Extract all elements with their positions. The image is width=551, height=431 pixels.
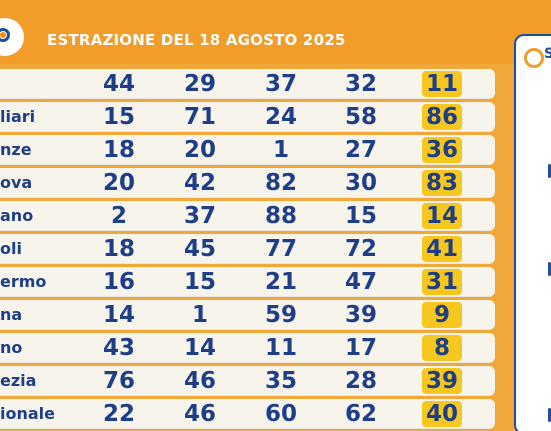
number-5-highlighted: 8 xyxy=(422,335,462,361)
number-5-highlighted: 86 xyxy=(422,104,462,130)
city-name: oli xyxy=(0,239,22,258)
number-1: 2 xyxy=(110,203,127,229)
number-4: 47 xyxy=(344,269,377,295)
side-mark-icon xyxy=(548,408,551,422)
page-title: ESTRAZIONE DEL 18 AGOSTO 2025 xyxy=(47,31,346,49)
number-2: 20 xyxy=(183,137,216,163)
table-row: ezia 76 46 35 28 39 xyxy=(0,366,495,396)
table-row: 44 29 37 32 11 xyxy=(0,69,495,99)
number-2: 42 xyxy=(183,170,216,196)
city-name: ionale xyxy=(0,404,55,423)
city-name: ezia xyxy=(0,371,37,390)
number-4: 15 xyxy=(344,203,377,229)
number-2: 29 xyxy=(183,71,216,97)
city-name: liari xyxy=(0,107,36,126)
number-3: 88 xyxy=(264,203,297,229)
number-1: 15 xyxy=(102,104,135,130)
number-4: 30 xyxy=(344,170,377,196)
number-3: 77 xyxy=(264,236,297,262)
number-4: 32 xyxy=(344,71,377,97)
number-5-highlighted: 14 xyxy=(422,203,462,229)
number-1: 22 xyxy=(102,401,135,427)
number-1: 76 xyxy=(102,368,135,394)
number-3: 37 xyxy=(264,71,297,97)
number-3: 21 xyxy=(264,269,297,295)
table-row: nze 18 20 1 27 36 xyxy=(0,135,495,165)
number-5-highlighted: 41 xyxy=(422,236,462,262)
results-table: 44 29 37 32 11 liari 15 71 24 58 86 nze … xyxy=(0,64,500,431)
lotto-logo-icon xyxy=(0,20,22,54)
number-4: 27 xyxy=(344,137,377,163)
number-1: 43 xyxy=(102,335,135,361)
city-name: ano xyxy=(0,206,34,225)
number-1: 16 xyxy=(102,269,135,295)
number-4: 17 xyxy=(344,335,377,361)
number-4: 28 xyxy=(344,368,377,394)
number-3: 82 xyxy=(264,170,297,196)
number-5-highlighted: 40 xyxy=(422,401,462,427)
number-1: 44 xyxy=(102,71,135,97)
table-row: liari 15 71 24 58 86 xyxy=(0,102,495,132)
header: ESTRAZIONE DEL 18 AGOSTO 2025 xyxy=(0,0,551,64)
side-panel: S xyxy=(514,34,551,431)
number-4: 72 xyxy=(344,236,377,262)
city-name: ova xyxy=(0,173,33,192)
number-2: 46 xyxy=(183,401,216,427)
number-2: 45 xyxy=(183,236,216,262)
number-3: 11 xyxy=(264,335,297,361)
table-row: ermo 16 15 21 47 31 xyxy=(0,267,495,297)
number-1: 14 xyxy=(102,302,135,328)
number-1: 18 xyxy=(102,137,135,163)
table-row: ova 20 42 82 30 83 xyxy=(0,168,495,198)
number-4: 39 xyxy=(344,302,377,328)
number-1: 20 xyxy=(102,170,135,196)
number-5-highlighted: 31 xyxy=(422,269,462,295)
number-1: 18 xyxy=(102,236,135,262)
table-row: no 43 14 11 17 8 xyxy=(0,333,495,363)
number-5-highlighted: 9 xyxy=(422,302,462,328)
number-4: 58 xyxy=(344,104,377,130)
number-2: 1 xyxy=(191,302,208,328)
brand-logo-icon xyxy=(524,48,544,68)
number-4: 62 xyxy=(344,401,377,427)
number-3: 60 xyxy=(264,401,297,427)
number-3: 24 xyxy=(264,104,297,130)
side-mark-icon xyxy=(548,262,551,276)
number-3: 1 xyxy=(272,137,289,163)
number-2: 14 xyxy=(183,335,216,361)
number-2: 37 xyxy=(183,203,216,229)
number-5-highlighted: 83 xyxy=(422,170,462,196)
number-3: 35 xyxy=(264,368,297,394)
number-2: 71 xyxy=(183,104,216,130)
table-row: ano 2 37 88 15 14 xyxy=(0,201,495,231)
city-name: ermo xyxy=(0,272,47,291)
number-5-highlighted: 36 xyxy=(422,137,462,163)
side-mark-icon xyxy=(548,164,551,178)
number-2: 15 xyxy=(183,269,216,295)
table-row: ionale 22 46 60 62 40 xyxy=(0,399,495,429)
city-name: nze xyxy=(0,140,32,159)
city-name: no xyxy=(0,338,23,357)
number-3: 59 xyxy=(264,302,297,328)
number-5-highlighted: 11 xyxy=(422,71,462,97)
table-row: na 14 1 59 39 9 xyxy=(0,300,495,330)
number-5-highlighted: 39 xyxy=(422,368,462,394)
city-name: na xyxy=(0,305,23,324)
city-name xyxy=(0,74,84,96)
number-2: 46 xyxy=(183,368,216,394)
table-row: oli 18 45 77 72 41 xyxy=(0,234,495,264)
side-panel-label: S xyxy=(544,46,551,62)
